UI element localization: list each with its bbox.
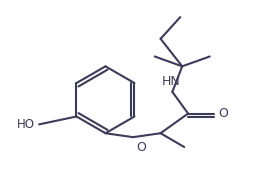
Text: HO: HO [17, 118, 35, 131]
Text: O: O [136, 141, 146, 154]
Text: HN: HN [162, 75, 181, 88]
Text: O: O [219, 107, 229, 120]
